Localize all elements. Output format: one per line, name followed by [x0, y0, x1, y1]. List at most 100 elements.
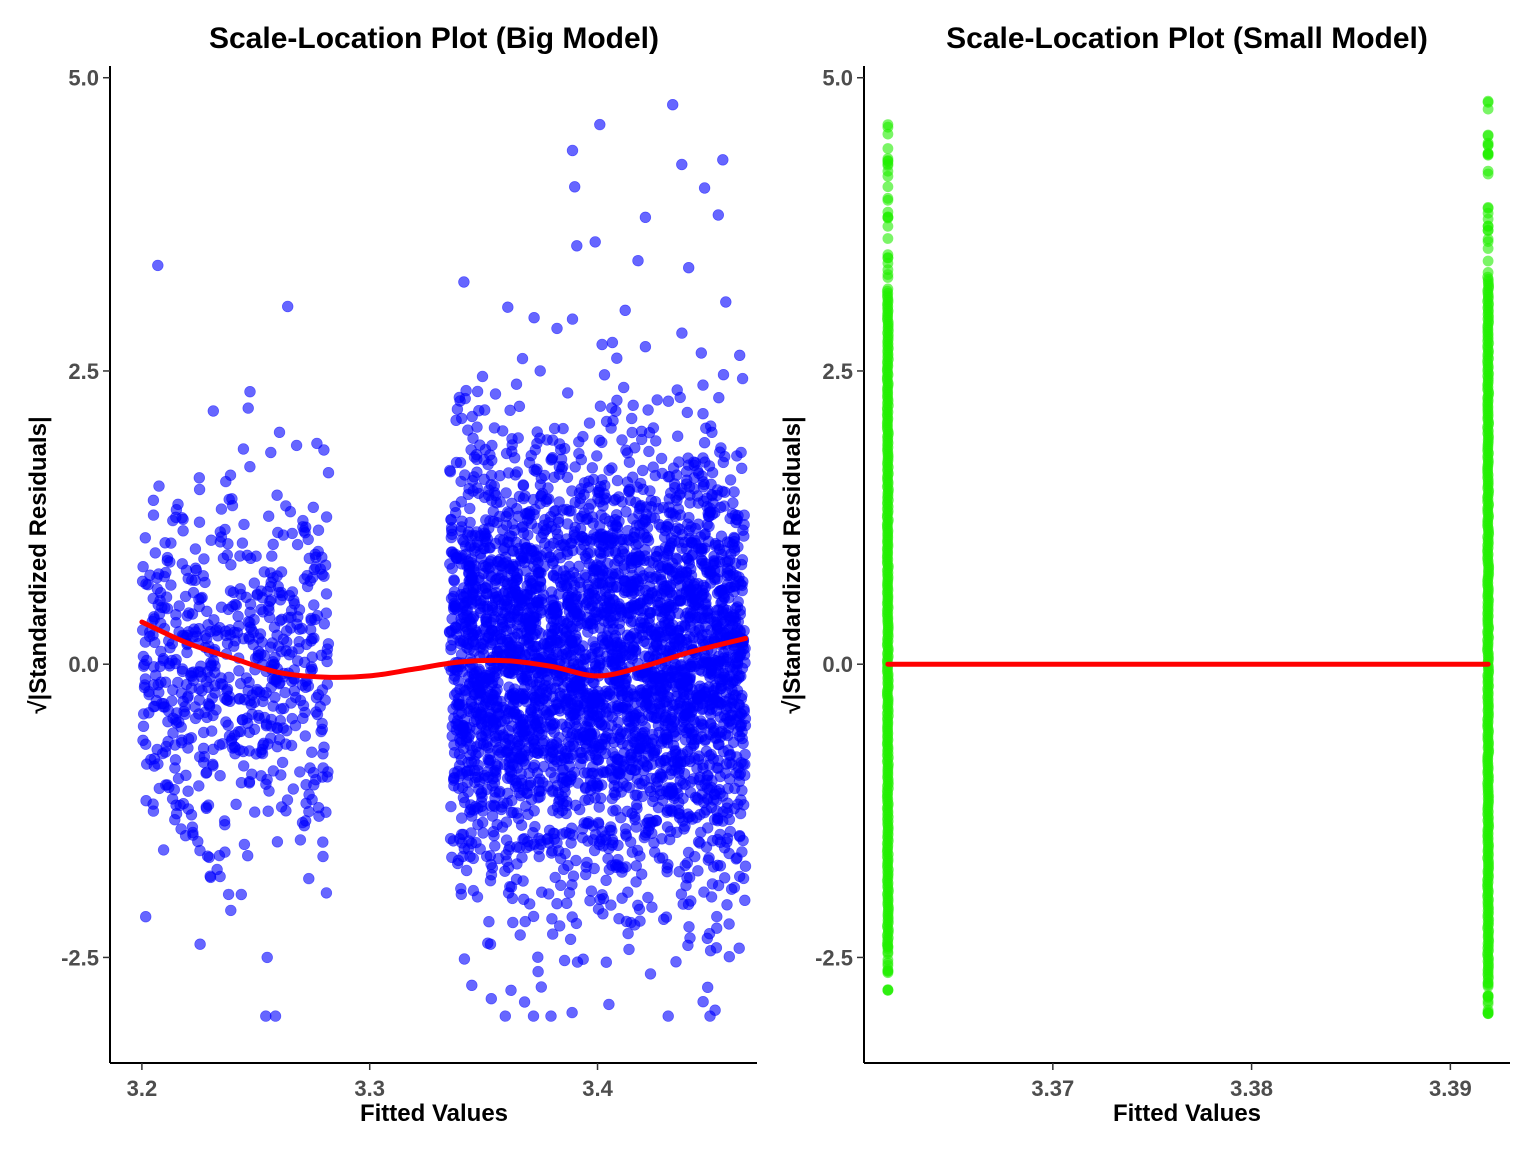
data-point	[623, 943, 635, 956]
data-point	[737, 524, 749, 536]
data-point	[636, 790, 649, 803]
data-point	[500, 487, 512, 499]
data-point	[194, 666, 207, 678]
data-point	[697, 379, 709, 391]
data-point	[613, 675, 625, 688]
panel-small-model: Scale-Location Plot (Small Model) -2.50.…	[779, 22, 1510, 1127]
data-point	[669, 534, 681, 547]
data-point	[540, 495, 552, 508]
y-axis-title: √|Standardized Residuals|	[25, 416, 52, 713]
data-point	[692, 865, 704, 877]
data-point	[450, 414, 462, 426]
data-point	[303, 805, 315, 818]
data-point	[287, 783, 299, 795]
data-point	[496, 801, 508, 813]
data-point	[527, 761, 539, 774]
data-point	[467, 432, 479, 444]
data-point	[290, 439, 303, 452]
data-point	[592, 816, 605, 829]
data-point	[484, 754, 496, 766]
data-point	[317, 836, 329, 848]
data-point	[238, 838, 251, 851]
data-point	[662, 1010, 674, 1022]
data-point	[605, 422, 617, 434]
data-point	[704, 944, 717, 957]
data-point	[731, 450, 743, 462]
data-point	[601, 530, 614, 542]
data-point	[882, 181, 894, 193]
data-point	[556, 790, 568, 803]
data-point	[215, 677, 227, 690]
data-point	[715, 725, 728, 738]
data-point	[1482, 168, 1494, 180]
data-point	[563, 760, 576, 772]
data-point	[630, 876, 642, 888]
data-point	[246, 689, 259, 701]
data-point	[179, 829, 192, 842]
data-point	[635, 868, 648, 880]
data-point	[180, 564, 193, 576]
data-point	[523, 457, 536, 469]
data-point	[211, 863, 223, 876]
data-point	[315, 725, 327, 738]
data-point	[215, 503, 228, 515]
data-point	[611, 474, 624, 487]
data-point	[594, 118, 606, 131]
data-point	[684, 755, 696, 768]
data-point	[882, 269, 894, 280]
data-point	[516, 851, 528, 864]
data-point	[579, 794, 591, 806]
data-point	[734, 767, 747, 780]
data-point	[193, 622, 205, 635]
data-point	[603, 998, 615, 1011]
data-point	[467, 884, 480, 897]
data-point	[700, 804, 713, 816]
data-point	[666, 98, 679, 111]
data-point	[661, 865, 673, 878]
data-point	[499, 737, 512, 750]
data-point	[672, 624, 685, 637]
data-point	[639, 543, 651, 556]
data-point	[168, 783, 181, 796]
data-point	[495, 695, 507, 708]
data-point	[685, 775, 697, 788]
data-point	[1482, 148, 1494, 159]
data-point	[455, 882, 467, 895]
data-point	[631, 773, 643, 785]
data-point	[532, 965, 544, 978]
data-point	[458, 842, 470, 855]
data-point	[209, 625, 221, 637]
data-point	[697, 495, 710, 507]
data-point	[689, 733, 702, 746]
data-point	[689, 522, 702, 535]
data-point	[260, 1010, 272, 1022]
data-point	[693, 632, 705, 644]
data-point	[149, 547, 162, 559]
data-point	[697, 408, 709, 420]
data-point	[606, 792, 618, 805]
data-point	[214, 769, 226, 782]
data-point	[450, 628, 463, 640]
data-point	[733, 349, 746, 361]
data-point	[617, 381, 630, 394]
data-point	[1482, 225, 1494, 237]
data-point	[679, 710, 691, 722]
data-point	[594, 400, 607, 412]
data-point	[592, 710, 604, 723]
data-point	[686, 813, 699, 825]
data-point	[176, 665, 189, 678]
data-point	[613, 617, 625, 630]
data-point	[172, 498, 184, 510]
data-point	[312, 524, 325, 536]
data-point	[509, 452, 521, 464]
data-point	[709, 557, 721, 569]
data-point	[566, 144, 579, 157]
data-point	[557, 422, 569, 435]
data-point	[528, 702, 540, 714]
data-point	[596, 338, 608, 351]
data-point	[581, 856, 593, 869]
data-point	[695, 347, 707, 359]
data-point	[220, 716, 232, 728]
data-point	[520, 508, 533, 520]
data-point	[534, 566, 546, 579]
